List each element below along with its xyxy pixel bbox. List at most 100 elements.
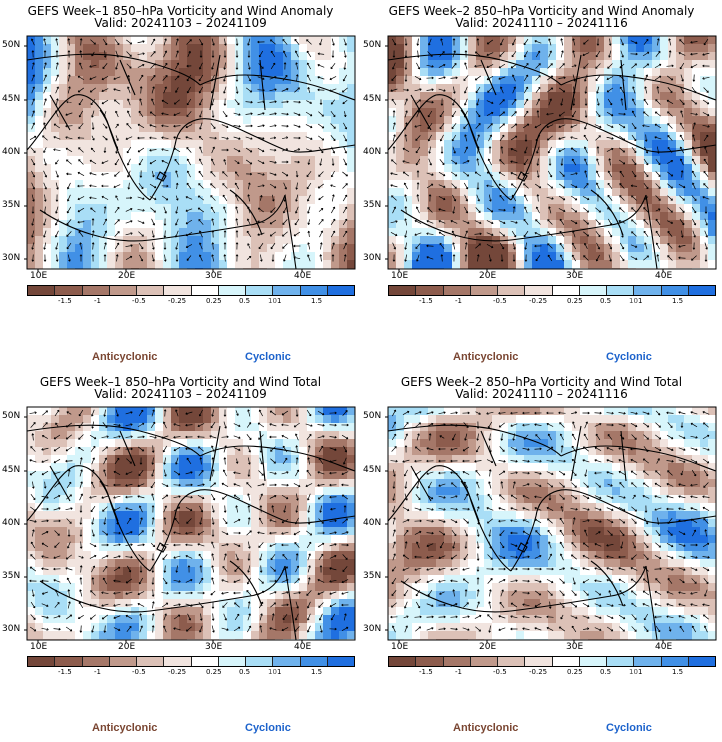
vorticity-cell [123,615,132,624]
vorticity-cell [35,423,44,432]
vorticity-cell [35,623,44,632]
vorticity-cell [652,36,661,45]
vorticity-cell [315,471,324,480]
vorticity-cell [75,503,84,512]
vorticity-cell [171,431,180,440]
vorticity-cell [243,196,252,205]
vorticity-cell [219,615,228,624]
vorticity-cell [347,196,356,205]
wind-arrow [247,469,251,477]
vorticity-cell [99,495,108,504]
vorticity-cell [43,124,52,133]
vorticity-cell [203,471,212,480]
wind-arrow [67,182,71,190]
vorticity-cell [283,36,292,45]
vorticity-cell [27,172,36,181]
vorticity-cell [700,228,709,237]
vorticity-cell [283,527,292,536]
wind-arrow [282,231,288,237]
vorticity-cell [684,172,693,181]
latitude-label: 50N [2,40,21,50]
vorticity-cell [163,447,172,456]
vorticity-cell [251,164,260,173]
vorticity-cell [339,511,348,520]
vorticity-cell [235,132,244,141]
vorticity-cell [283,244,292,253]
vorticity-cell [115,212,124,221]
vorticity-cell [644,68,653,77]
wind-arrow [223,409,227,417]
vorticity-cell [219,471,228,480]
wind-arrow [283,182,287,190]
vorticity-cell [227,180,236,189]
vorticity-cell [652,84,661,93]
wind-arrow [704,230,708,238]
vorticity-cell [123,575,132,584]
wind-arrow [55,182,59,190]
vorticity-cell [283,44,292,53]
vorticity-cell [428,140,437,149]
vorticity-cell [492,260,501,269]
vorticity-cell [540,148,549,157]
vorticity-cell [283,116,292,125]
wind-arrow [680,74,684,82]
vorticity-cell [532,124,541,133]
vorticity-cell [179,132,188,141]
vorticity-cell [412,164,421,173]
vorticity-cell [107,260,116,269]
vorticity-cell [339,116,348,125]
vorticity-cell [227,583,236,592]
vorticity-cell [628,188,637,197]
wind-arrow [583,134,589,142]
vorticity-cell [203,495,212,504]
vorticity-cell [123,527,132,536]
vorticity-cell [323,415,332,424]
wind-arrow [258,409,263,417]
border-line [156,171,167,182]
vorticity-cell [291,535,300,544]
vorticity-cell [283,236,292,245]
wind-arrow [78,434,84,440]
vorticity-cell [420,212,429,221]
wind-arrow [186,98,192,106]
vorticity-cell [484,76,493,85]
vorticity-cell [436,164,445,173]
vorticity-cell [275,36,284,45]
wind-arrow [137,123,145,129]
vorticity-cell [115,447,124,456]
vorticity-cell [307,132,316,141]
vorticity-cell [460,236,469,245]
vorticity-cell [267,100,276,109]
vorticity-cell [692,220,701,229]
wind-arrow [329,435,337,439]
vorticity-cell [43,623,52,632]
vorticity-cell [331,575,340,584]
vorticity-cell [43,172,52,181]
vorticity-cell [468,92,477,101]
vorticity-cell [115,196,124,205]
vorticity-cell [331,36,340,45]
wind-arrow [91,122,95,130]
vorticity-cell [508,252,517,261]
vorticity-cell [323,68,332,77]
wind-arrow [115,195,119,201]
vorticity-cell [275,140,284,149]
vorticity-cell [700,60,709,69]
vorticity-cell [131,431,140,440]
vorticity-cell [179,447,188,456]
vorticity-cell [323,583,332,592]
wind-arrow [246,172,253,176]
vorticity-cell [299,591,308,600]
vorticity-cell [27,156,36,165]
wind-arrow [392,146,396,154]
wind-arrow [101,195,109,200]
wind-arrow [198,62,203,70]
wind-arrow [571,110,577,118]
vorticity-cell [572,108,581,117]
wind-arrow [343,158,348,166]
vorticity-cell [524,84,533,93]
wind-arrow [223,242,227,250]
wind-arrow [150,421,156,429]
vorticity-cell [267,52,276,61]
vorticity-cell [444,212,453,221]
